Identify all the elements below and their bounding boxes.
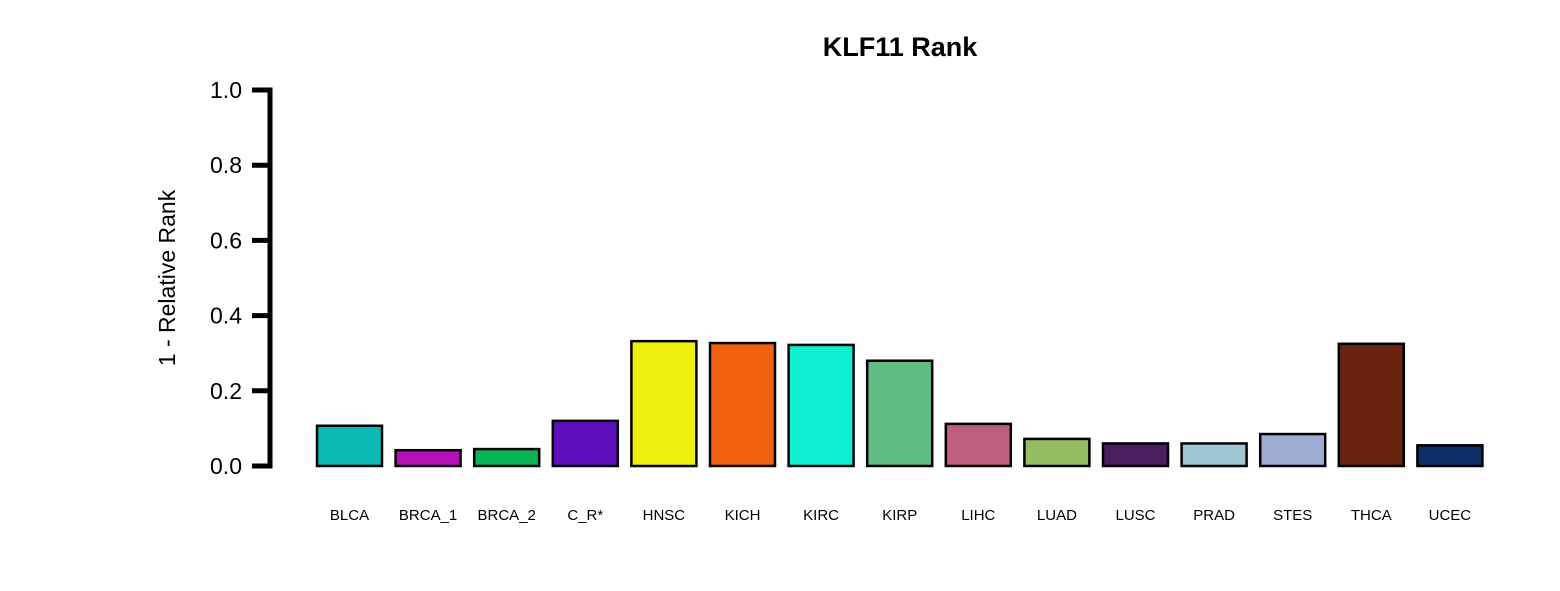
x-tick-label: KICH [725,507,761,524]
bar-stes [1258,432,1327,468]
bar-lusc [1101,442,1170,468]
y-tick-label: 0.0 [210,453,242,479]
bars-group [315,339,1484,468]
y-tick-label: 0.8 [210,152,242,178]
x-tick-label: LUAD [1037,507,1077,524]
bar-kirc [787,343,855,468]
y-tick-label: 0.6 [210,227,242,253]
x-tick-label: UCEC [1429,507,1472,524]
y-tick-label: 0.2 [210,378,242,404]
x-tick-labels: BLCA BRCA_1 BRCA_2 C_R* HNSC KICH KIRC KIRP LIHC… [330,507,1471,524]
bar-c-r [551,419,620,468]
x-tick-label: KIRC [803,507,839,524]
x-tick-label: KIRP [882,507,917,524]
x-tick-label: BRCA_1 [399,507,457,524]
y-tick-label: 0.4 [210,303,242,329]
bar-lihc [944,422,1013,468]
bar-prad [1180,442,1248,468]
x-tick-label: BRCA_2 [478,507,536,524]
y-axis: 0.0 0.2 0.4 0.6 0.8 1.0 [210,77,273,479]
bar-kirp [865,359,934,468]
y-tick-label: 1.0 [210,77,242,103]
bar-brca-1 [394,448,462,468]
bar-brca-2 [472,447,541,468]
y-axis-label: 1 - Relative Rank [154,189,180,366]
x-tick-label: LUSC [1115,507,1155,524]
bar-luad [1023,437,1091,468]
x-tick-label: C_R* [567,507,603,524]
x-tick-label: LIHC [961,507,995,524]
x-tick-label: PRAD [1193,507,1235,524]
x-tick-label: STES [1273,507,1312,524]
chart-title: KLF11 Rank [823,32,979,62]
bar-ucec [1416,444,1484,468]
bar-thca [1337,342,1406,468]
x-tick-label: THCA [1351,507,1392,524]
x-tick-label: HNSC [643,507,686,524]
x-tick-label: BLCA [330,507,369,524]
bar-kich [708,341,777,468]
bar-blca [315,424,384,468]
bar-hnsc [630,339,698,468]
